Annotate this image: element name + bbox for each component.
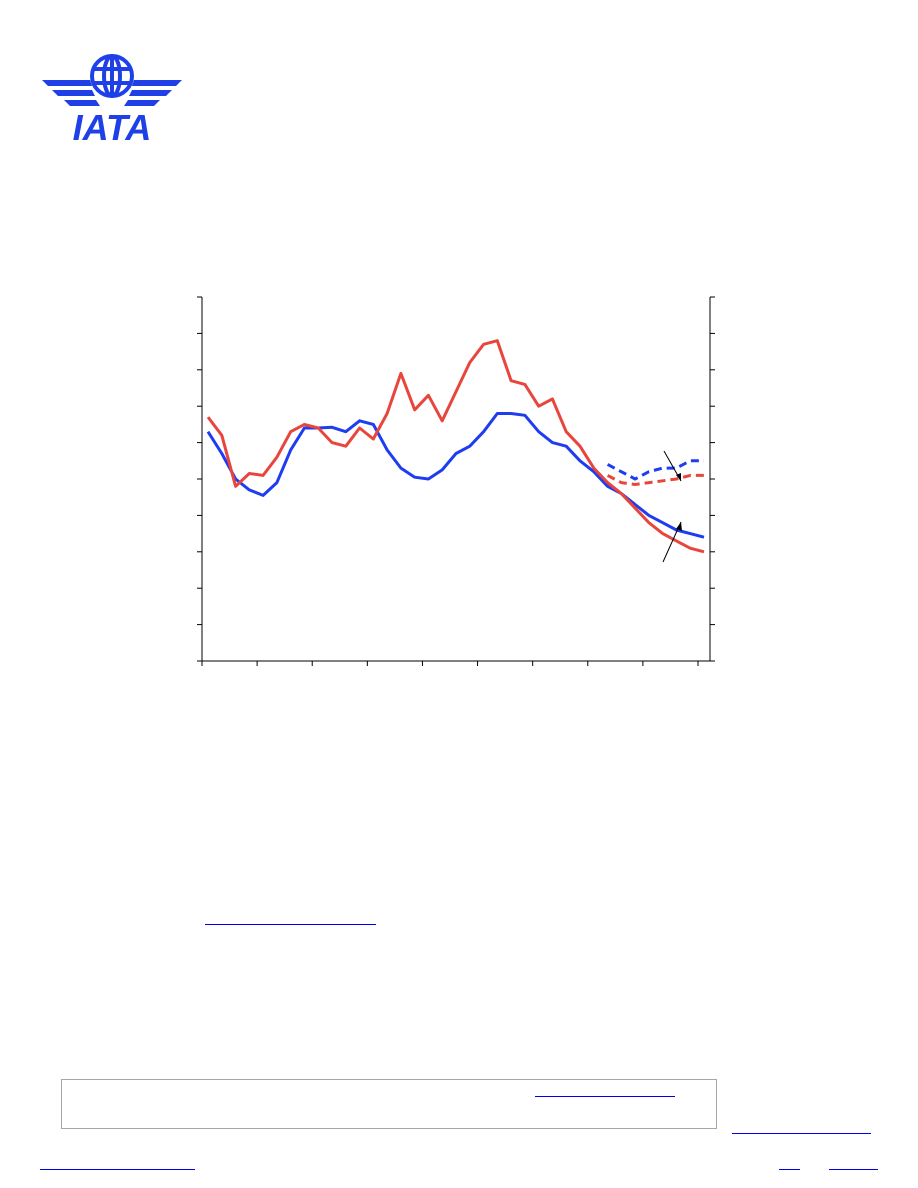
notice-link-underline[interactable] [535,1096,675,1097]
globe-icon [90,54,134,98]
footer-link-underline-left[interactable] [40,1169,195,1170]
wings-icon [42,80,182,106]
annotation-arrowhead-upper [676,473,681,481]
footer-nav-underline-2[interactable] [829,1169,878,1170]
footer-link-underline-right[interactable] [732,1133,871,1134]
chart-series [206,339,705,554]
link-underline-main[interactable] [205,924,376,925]
iata-logo: IATA [42,54,182,144]
annotation-arrowhead-lower [676,522,682,531]
chart-annotations [662,450,682,563]
series-line-3 [606,473,704,486]
series-line-1 [206,339,705,554]
notice-box [61,1079,717,1129]
series-line-0 [206,412,705,539]
series-line-2 [606,459,704,481]
footer-nav-underline-1[interactable] [779,1169,800,1170]
chart-axes [197,296,715,666]
logo-text: IATA [73,107,152,144]
